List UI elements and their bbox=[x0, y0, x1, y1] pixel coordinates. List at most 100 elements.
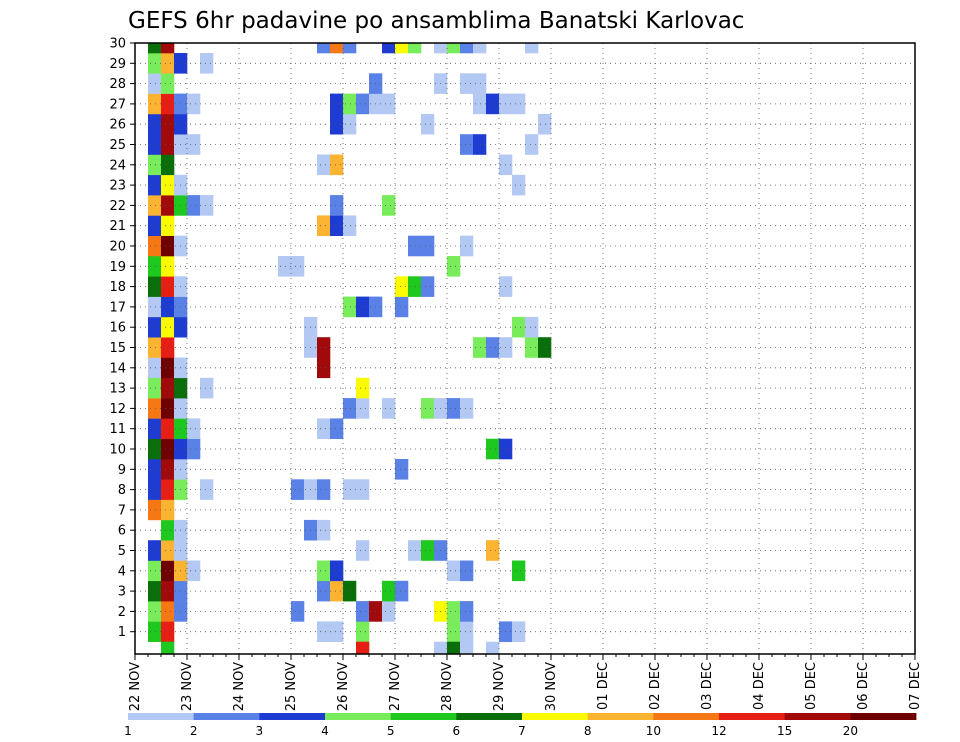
heatmap-cell bbox=[330, 195, 344, 216]
heatmap-cell bbox=[343, 479, 357, 500]
heatmap-cell bbox=[200, 195, 214, 216]
heatmap-cell bbox=[473, 73, 487, 94]
grid-lines bbox=[135, 43, 915, 654]
legend-label: 8 bbox=[584, 724, 592, 738]
heatmap-cell bbox=[343, 43, 357, 54]
y-tick-label: 20 bbox=[109, 240, 126, 255]
heatmap-cell bbox=[538, 337, 552, 358]
heatmap-cell bbox=[330, 580, 344, 602]
heatmap-cell bbox=[161, 641, 175, 654]
x-tick-label: 22 NOV bbox=[128, 662, 143, 711]
heatmap-cell bbox=[161, 73, 175, 94]
y-tick-label: 22 bbox=[109, 199, 126, 214]
heatmap-cell bbox=[187, 134, 201, 155]
heatmap-cell bbox=[460, 398, 474, 419]
x-axis-ticks: 22 NOV 23 NOV 24 NOV 25 NOV 26 NOV 27 NOV 28 N… bbox=[128, 654, 923, 711]
y-tick-label: 30 bbox=[109, 37, 126, 52]
heatmap-cell bbox=[356, 641, 370, 654]
y-tick-label: 27 bbox=[109, 97, 126, 112]
heatmap-cell bbox=[330, 621, 344, 642]
legend-swatch bbox=[456, 713, 523, 720]
x-tick-label: 04 DEC bbox=[752, 662, 767, 710]
heatmap-cell bbox=[148, 377, 162, 399]
heatmap-cell bbox=[421, 540, 435, 561]
legend-swatch bbox=[325, 713, 392, 720]
y-tick-label: 23 bbox=[109, 179, 126, 194]
heatmap-cell bbox=[382, 195, 396, 216]
legend-label: 7 bbox=[518, 724, 526, 738]
heatmap-cell bbox=[460, 601, 474, 622]
heatmap-cell bbox=[343, 113, 357, 135]
heatmap-cell bbox=[161, 418, 175, 439]
heatmap-cell bbox=[473, 134, 487, 155]
heatmap-cell bbox=[200, 377, 214, 399]
chart-title: GEFS 6hr padavine po ansamblima Banatski… bbox=[128, 8, 744, 34]
heatmap-cell bbox=[148, 540, 162, 561]
heatmap-cell bbox=[161, 154, 175, 176]
x-tick-label: 25 NOV bbox=[284, 662, 299, 711]
heatmap-cell bbox=[161, 377, 175, 399]
x-tick-label: 29 NOV bbox=[492, 662, 507, 711]
heatmap-cell bbox=[382, 398, 396, 419]
heatmap-cell bbox=[356, 296, 370, 318]
heatmap-cell bbox=[291, 479, 305, 500]
legend-label: 3 bbox=[256, 724, 264, 738]
heatmap-cell bbox=[330, 215, 344, 236]
heatmap-cell bbox=[330, 93, 344, 115]
heatmap-cell bbox=[161, 459, 175, 480]
heatmap-cell bbox=[460, 235, 474, 257]
y-tick-label: 17 bbox=[109, 300, 126, 315]
heatmap-cell bbox=[148, 235, 162, 257]
y-tick-label: 3 bbox=[118, 585, 126, 600]
heatmap-cell bbox=[148, 276, 162, 297]
heatmap-cell bbox=[356, 398, 370, 419]
legend-label: 1 bbox=[124, 724, 132, 738]
heatmap-cell bbox=[382, 93, 396, 115]
legend-label: 20 bbox=[843, 724, 858, 738]
y-tick-label: 1 bbox=[118, 625, 126, 640]
heatmap-cell bbox=[317, 560, 331, 582]
heatmap-cell bbox=[330, 113, 344, 135]
heatmap-cell bbox=[447, 621, 461, 642]
heatmap-cell bbox=[330, 43, 344, 54]
heatmap-cell bbox=[148, 601, 162, 622]
heatmap-cell bbox=[525, 337, 539, 358]
heatmap-cell bbox=[161, 580, 175, 602]
heatmap-cell bbox=[408, 276, 422, 297]
heatmap-cell bbox=[148, 418, 162, 439]
legend-label: 15 bbox=[777, 724, 792, 738]
y-tick-label: 13 bbox=[109, 382, 126, 397]
heatmap-cell bbox=[148, 73, 162, 94]
heatmap-cell bbox=[421, 398, 435, 419]
heatmap-cell bbox=[460, 134, 474, 155]
heatmap-cell bbox=[343, 215, 357, 236]
y-tick-label: 9 bbox=[118, 463, 126, 478]
heatmap-cell bbox=[161, 519, 175, 541]
legend-label: 4 bbox=[321, 724, 329, 738]
heatmap-cell bbox=[421, 113, 435, 135]
y-tick-label: 24 bbox=[109, 158, 126, 173]
heatmap-cell bbox=[447, 398, 461, 419]
heatmap-cell bbox=[525, 134, 539, 155]
legend-swatch bbox=[522, 713, 589, 720]
legend-label: 6 bbox=[453, 724, 461, 738]
heatmap-cell bbox=[447, 256, 461, 277]
heatmap-cell bbox=[395, 459, 409, 480]
heatmap-cell bbox=[421, 235, 435, 257]
x-tick-label: 23 NOV bbox=[180, 662, 195, 711]
heatmap-cell bbox=[512, 174, 526, 196]
heatmap-cell bbox=[187, 418, 201, 439]
heatmap-cell bbox=[343, 580, 357, 602]
heatmap-cell bbox=[161, 53, 175, 74]
heatmap-cell bbox=[447, 43, 461, 54]
heatmap-cell bbox=[161, 296, 175, 318]
heatmap-cell bbox=[148, 195, 162, 216]
heatmap-cell bbox=[356, 540, 370, 561]
heatmap-cell bbox=[434, 43, 448, 54]
heatmap-cell bbox=[148, 459, 162, 480]
heatmap-cell bbox=[148, 316, 162, 338]
heatmap-cell bbox=[460, 621, 474, 642]
heatmap-cell bbox=[447, 560, 461, 582]
heatmap-cell bbox=[317, 43, 331, 54]
